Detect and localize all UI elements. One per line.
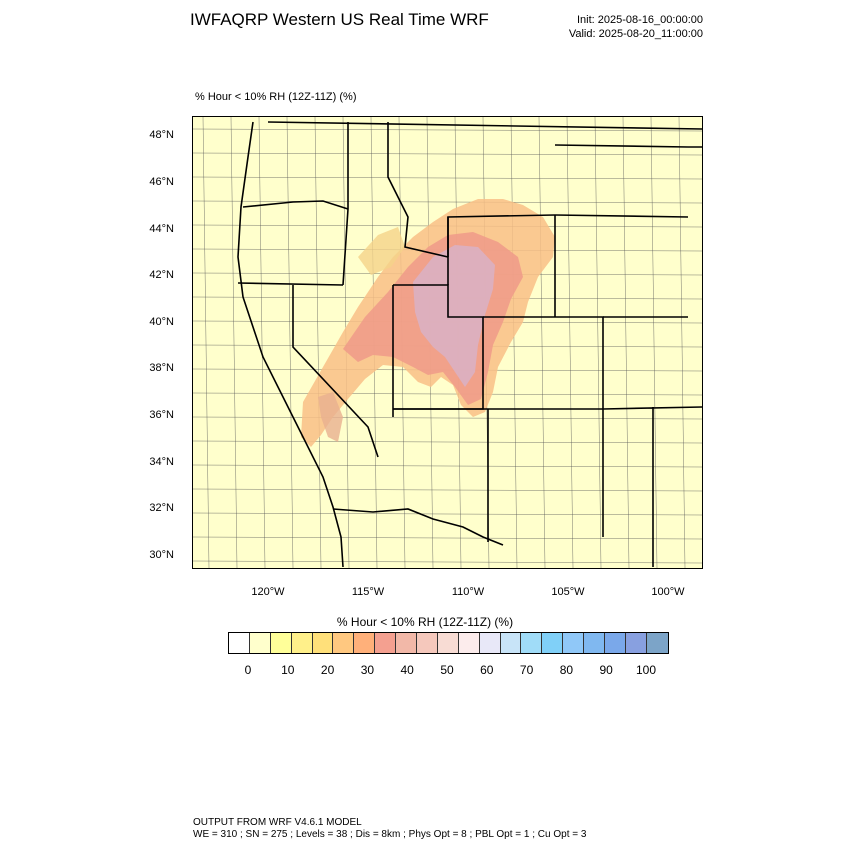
county-line (193, 200, 702, 204)
county-line (202, 117, 210, 568)
east-borders (602, 146, 702, 567)
colorbar-tick-label: 40 (400, 663, 414, 677)
shading-pink-region (413, 245, 495, 387)
lat-label: 30°N (149, 549, 174, 561)
colorbar-swatch (584, 633, 606, 653)
county-line (314, 117, 322, 568)
colorbar-tick-label: 20 (320, 663, 335, 677)
lat-label: 38°N (149, 362, 174, 374)
rh-shading (301, 199, 555, 447)
colorbar-title: % Hour < 10% RH (12Z-11Z) (%) (336, 615, 514, 629)
footer-line-2: WE = 310 ; SN = 275 ; Levels = 38 ; Dis … (193, 829, 587, 840)
colorbar-swatch (375, 633, 397, 653)
lat-label: 32°N (149, 502, 174, 514)
colorbar-swatch (542, 633, 564, 653)
county-line (193, 152, 702, 156)
dakotas-border (554, 144, 689, 318)
nevada-ca-border (292, 285, 379, 458)
county-line (678, 117, 686, 568)
county-line (622, 117, 630, 568)
colorbar-swatch (521, 633, 543, 653)
oregon-north-border (242, 200, 349, 210)
lat-label: 34°N (149, 456, 174, 468)
colorbar-swatch (270, 633, 292, 653)
idaho-east-border (387, 122, 449, 258)
colorbar-swatch (229, 633, 250, 653)
county-line (193, 176, 702, 180)
colorbar-swatch (437, 633, 459, 653)
valid-time: Valid: 2025-08-20_11:00:00 (568, 28, 703, 40)
county-line (193, 536, 702, 540)
colorbar (228, 632, 669, 654)
county-line (594, 117, 602, 568)
lat-label: 44°N (149, 223, 174, 235)
lon-label: 110°W (451, 586, 485, 598)
init-time: Init: 2025-08-16_00:00:00 (577, 14, 703, 26)
colorbar-swatch (312, 633, 334, 653)
shading-northwest-patch (358, 227, 405, 275)
colorbar-tick-label: 80 (559, 663, 574, 677)
colorbar-swatch (396, 633, 418, 653)
county-line (510, 117, 518, 568)
map-canvas (193, 117, 702, 568)
colorbar-tick-label: 0 (244, 663, 252, 677)
colorbar-tick-label: 10 (281, 663, 295, 677)
colorbar-swatch (563, 633, 585, 653)
state-boundaries (237, 121, 702, 568)
colorbar-swatch (249, 633, 271, 653)
colorbar-swatch (625, 633, 647, 653)
county-line (258, 117, 266, 568)
county-line (193, 488, 702, 492)
colorbar-tick-label: 100 (635, 663, 657, 677)
lat-label: 46°N (149, 176, 174, 188)
colorbar-swatch (605, 633, 626, 653)
county-line (538, 117, 546, 568)
county-line (650, 117, 658, 568)
colorbar-tick-label: 90 (599, 663, 613, 677)
county-line (193, 128, 702, 132)
county-line (193, 440, 702, 444)
lon-label: 120°W (251, 586, 285, 598)
county-line (566, 117, 574, 568)
colorbar-swatch (458, 633, 480, 653)
shading-nevada-patch (318, 392, 343, 442)
oregon-south-border (237, 282, 344, 286)
lat-label: 48°N (149, 129, 174, 141)
colorbar-swatch (333, 633, 355, 653)
colorbar-swatch (354, 633, 376, 653)
colorbar-swatch (291, 633, 313, 653)
colorbar-swatch (646, 633, 668, 653)
lat-label: 40°N (149, 316, 174, 328)
footer-line-1: OUTPUT FROM WRF V4.6.1 MODEL (193, 817, 362, 828)
colorbar-tick-label: 30 (360, 663, 375, 677)
lat-label: 42°N (149, 269, 174, 281)
run-time-info: Init: 2025-08-16_00:00:00 Valid: 2025-08… (569, 13, 703, 41)
lon-label: 105°W (551, 586, 585, 598)
county-line (193, 560, 702, 564)
county-line (230, 117, 238, 568)
idaho-west-border (342, 122, 349, 286)
county-line (193, 416, 702, 420)
pacific-coastline (237, 121, 344, 568)
county-line (286, 117, 294, 568)
lat-label: 36°N (149, 409, 174, 421)
colorbar-swatch (479, 633, 501, 653)
lon-label: 115°W (351, 586, 385, 598)
colorbar-tick-label: 70 (519, 663, 534, 677)
mexico-border (332, 508, 504, 546)
map-title: IWFAQRP Western US Real Time WRF (190, 10, 489, 29)
colorbar-tick-label: 50 (440, 663, 454, 677)
model-footer: OUTPUT FROM WRF V4.6.1 MODEL WE = 310 ; … (193, 817, 586, 841)
canada-border (267, 121, 702, 130)
colorbar-swatch (417, 633, 438, 653)
county-line (193, 392, 702, 396)
colorbar-tick-label: 60 (480, 663, 494, 677)
county-line (193, 512, 702, 516)
map-panel (192, 116, 703, 569)
county-line (193, 464, 702, 468)
variable-label: % Hour < 10% RH (12Z-11Z) (%) (195, 91, 357, 103)
lon-label: 100°W (651, 586, 685, 598)
colorbar-swatch (500, 633, 522, 653)
wyoming-border (447, 215, 556, 317)
